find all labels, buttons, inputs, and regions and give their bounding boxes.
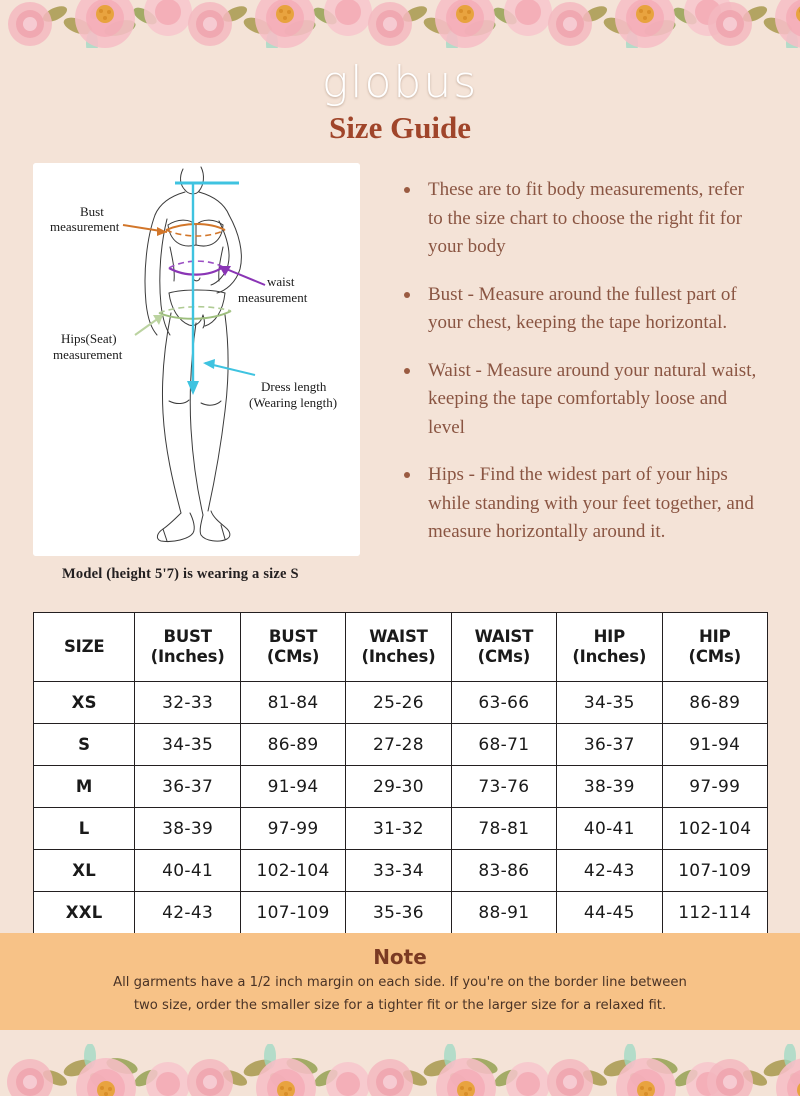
cell-bust-inches: 40-41 <box>134 849 241 892</box>
cell-waist-cms: 63-66 <box>450 681 558 724</box>
cell-waist-inches: 35-36 <box>345 891 452 934</box>
cell-hip-inches: 42-43 <box>556 849 663 892</box>
cell-bust-inches: 42-43 <box>134 891 241 934</box>
cell-hip-inches: 44-45 <box>556 891 663 934</box>
page-title: Size Guide <box>328 110 472 145</box>
cell-bust-inches: 32-33 <box>134 681 241 724</box>
dress-length-label: Dress length <box>261 379 327 394</box>
cell-hip-inches: 34-35 <box>556 681 663 724</box>
bust-measure-line <box>122 223 226 237</box>
list-item-text: These are to fit body measurements, refe… <box>428 179 745 257</box>
cell-hip-cms: 112-114 <box>661 891 769 934</box>
brand-logo: globus <box>321 57 479 108</box>
table-row: XS 32-33 81-84 25-26 63-66 34-35 86-89 <box>32 681 769 724</box>
cell-size: M <box>32 765 136 808</box>
column-header-waist-cms: WAIST (CMs) <box>450 612 558 682</box>
cell-bust-cms: 97-99 <box>239 807 347 850</box>
measurement-diagram: Bust measurement waist measurement Hips(… <box>33 163 360 556</box>
floral-border-bottom <box>0 1030 800 1096</box>
cell-waist-inches: 31-32 <box>345 807 452 850</box>
bullet-icon <box>404 367 410 374</box>
cell-hip-inches: 36-37 <box>556 723 663 766</box>
measurement-instructions: These are to fit body measurements, refe… <box>398 176 760 547</box>
bullet-icon <box>404 472 410 478</box>
cell-hip-cms: 91-94 <box>661 723 769 766</box>
bust-label: Bust <box>80 204 104 219</box>
table-row: S 34-35 86-89 27-28 68-71 36-37 91-94 <box>32 723 769 766</box>
dress-length-label-2: (Wearing length) <box>249 395 337 410</box>
column-header-waist-inches: WAIST (Inches) <box>345 612 452 682</box>
cell-bust-inches: 36-37 <box>134 765 241 808</box>
note-section: Note All garments have a 1/2 inch margin… <box>0 933 800 1031</box>
list-item: Hips - Find the widest part of your hips… <box>398 461 760 547</box>
dress-length-line <box>175 181 256 395</box>
hips-label: Hips(Seat) <box>61 331 117 346</box>
waist-label-2: measurement <box>238 290 308 305</box>
cell-waist-inches: 33-34 <box>345 849 452 892</box>
note-line-2: two size, order the smaller size for a t… <box>133 998 667 1013</box>
list-item-text: Bust - Measure around the fullest part o… <box>428 283 737 334</box>
cell-bust-inches: 34-35 <box>134 723 241 766</box>
column-header-hip-inches: HIP (Inches) <box>556 612 663 682</box>
cell-bust-inches: 38-39 <box>134 807 241 850</box>
cell-bust-cms: 81-84 <box>239 681 347 724</box>
cell-hip-cms: 102-104 <box>661 807 769 850</box>
cell-waist-cms: 68-71 <box>450 723 558 766</box>
cell-hip-cms: 86-89 <box>661 681 769 724</box>
cell-bust-cms: 86-89 <box>239 723 347 766</box>
cell-waist-inches: 27-28 <box>345 723 452 766</box>
cell-hip-cms: 97-99 <box>661 765 769 808</box>
cell-bust-cms: 102-104 <box>239 849 347 892</box>
cell-bust-cms: 91-94 <box>239 765 347 808</box>
column-header-size: SIZE <box>32 612 136 682</box>
list-item-text: Waist - Measure around your natural wais… <box>428 359 757 438</box>
cell-waist-cms: 83-86 <box>450 849 558 892</box>
cell-size: S <box>32 723 136 766</box>
list-item: Waist - Measure around your natural wais… <box>398 357 760 443</box>
model-caption: Model (height 5'7) is wearing a size S <box>62 566 299 582</box>
cell-waist-cms: 88-91 <box>450 891 558 934</box>
cell-hip-inches: 38-39 <box>556 765 663 808</box>
cell-size: L <box>32 807 136 850</box>
table-row: XXL 42-43 107-109 35-36 88-91 44-45 112-… <box>32 891 769 934</box>
hips-label-2: measurement <box>53 347 123 362</box>
floral-border-top <box>0 0 800 58</box>
table-row: L 38-39 97-99 31-32 78-81 40-41 102-104 <box>32 807 769 850</box>
cell-hip-cms: 107-109 <box>661 849 769 892</box>
cell-bust-cms: 107-109 <box>239 891 347 934</box>
column-header-bust-inches: BUST (Inches) <box>134 612 241 682</box>
bust-label-2: measurement <box>50 219 120 234</box>
cell-size: XXL <box>32 891 136 934</box>
table-header-row: SIZE BUST (Inches) BUST (CMs) WAIST (Inc… <box>32 612 769 682</box>
cell-size: XL <box>32 849 136 892</box>
note-line-1: All garments have a 1/2 inch margin on e… <box>113 975 687 990</box>
list-item: These are to fit body measurements, refe… <box>398 176 760 262</box>
table-row: XL 40-41 102-104 33-34 83-86 42-43 107-1… <box>32 849 769 892</box>
column-header-bust-cms: BUST (CMs) <box>239 612 347 682</box>
waist-measure-line <box>168 260 266 286</box>
size-chart-table: SIZE BUST (Inches) BUST (CMs) WAIST (Inc… <box>32 612 769 934</box>
bullet-icon <box>404 187 410 193</box>
cell-hip-inches: 40-41 <box>556 807 663 850</box>
cell-waist-inches: 25-26 <box>345 681 452 724</box>
cell-waist-cms: 73-76 <box>450 765 558 808</box>
list-item-text: Hips - Find the widest part of your hips… <box>428 464 754 542</box>
list-item: Bust - Measure around the fullest part o… <box>398 281 760 338</box>
note-title: Note <box>373 945 427 969</box>
table-row: M 36-37 91-94 29-30 73-76 38-39 97-99 <box>32 765 769 808</box>
bullet-icon <box>404 291 410 298</box>
hips-measure-line <box>134 305 232 336</box>
column-header-hip-cms: HIP (CMs) <box>661 612 769 682</box>
cell-size: XS <box>32 681 136 724</box>
cell-waist-cms: 78-81 <box>450 807 558 850</box>
cell-waist-inches: 29-30 <box>345 765 452 808</box>
waist-label: waist <box>267 274 295 289</box>
